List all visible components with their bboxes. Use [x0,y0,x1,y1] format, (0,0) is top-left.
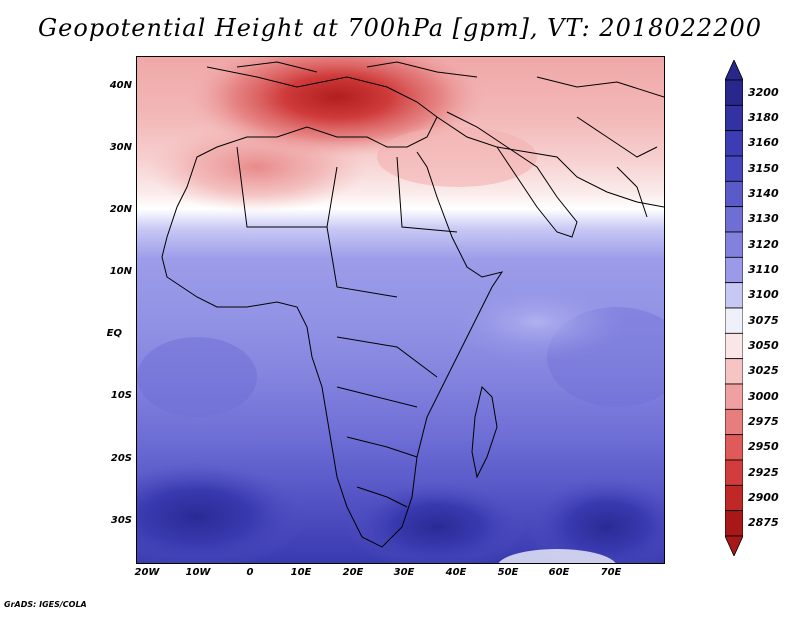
colorbar-swatch [725,484,743,512]
colorbar-level-label: 3200 [748,85,779,99]
lat-label: 30S [110,515,132,526]
map-title: Geopotential Height at 700hPa [gpm], VT:… [38,14,762,42]
lat-label: 10N [109,266,132,277]
colorbar-swatch [725,510,743,537]
footer-credit: GrADS: IGES/COLA [4,600,87,609]
colorbar-level-label: 3100 [748,288,779,302]
lon-label: 0 [246,567,254,578]
colorbar-level-label: 3150 [748,161,779,175]
lat-label: 30N [109,142,132,153]
geopotential-field [137,57,664,563]
colorbar-level-label: 3075 [748,313,779,327]
lat-label: 20N [109,204,132,215]
colorbar-swatch [725,307,743,334]
lon-label: 20W [134,567,160,578]
colorbar-level-label: 2900 [748,491,779,504]
colorbar-level-label: 2975 [748,415,779,428]
lon-label: 30E [393,567,415,578]
colorbar-level-label: 2925 [748,465,779,479]
colorbar-level-label: 3140 [748,187,779,200]
colorbar-swatch [725,231,743,258]
lon-label: 10E [290,567,312,578]
colorbar-level-label: 2950 [748,440,779,454]
map-panel [136,56,665,564]
colorbar-level-label: 3180 [748,111,779,124]
colorbar-level-label: 3110 [748,263,779,276]
colorbar-level-label: 3160 [748,136,779,150]
colorbar-top-arrow [725,60,743,81]
colorbar-swatch [725,79,743,106]
colorbar [725,60,743,556]
colorbar-swatch [725,332,743,360]
colorbar-level-label: 3000 [748,389,779,403]
colorbar-swatch [725,434,743,461]
colorbar-swatch [725,180,743,208]
lat-label: 40N [109,80,132,91]
lat-label: 20S [110,453,132,464]
lon-label: 70E [600,567,622,578]
lon-label: 20E [342,567,364,578]
colorbar-swatch [725,459,743,486]
colorbar-bottom-arrow [725,535,743,556]
colorbar-level-label: 3120 [748,237,779,251]
colorbar-swatch [725,282,743,309]
colorbar-level-label: 3050 [748,339,779,352]
colorbar-swatch [725,104,743,132]
lon-label: 10W [185,567,211,578]
coastline-outlines [161,61,664,548]
lat-label: EQ [106,328,122,339]
colorbar-swatch [725,383,743,410]
lat-label: 10S [110,390,132,401]
colorbar-swatch [725,358,743,385]
colorbar-level-label: 2875 [748,516,779,530]
lon-label: 50E [497,567,519,578]
colorbar-level-label: 3025 [748,364,779,378]
colorbar-swatch [725,206,743,233]
lon-label: 60E [548,567,570,578]
colorbar-swatch [725,256,743,284]
colorbar-level-label: 3130 [748,212,779,226]
lon-label: 40E [445,567,467,578]
colorbar-swatch [725,130,743,157]
colorbar-swatch [725,155,743,182]
colorbar-swatch [725,408,743,436]
